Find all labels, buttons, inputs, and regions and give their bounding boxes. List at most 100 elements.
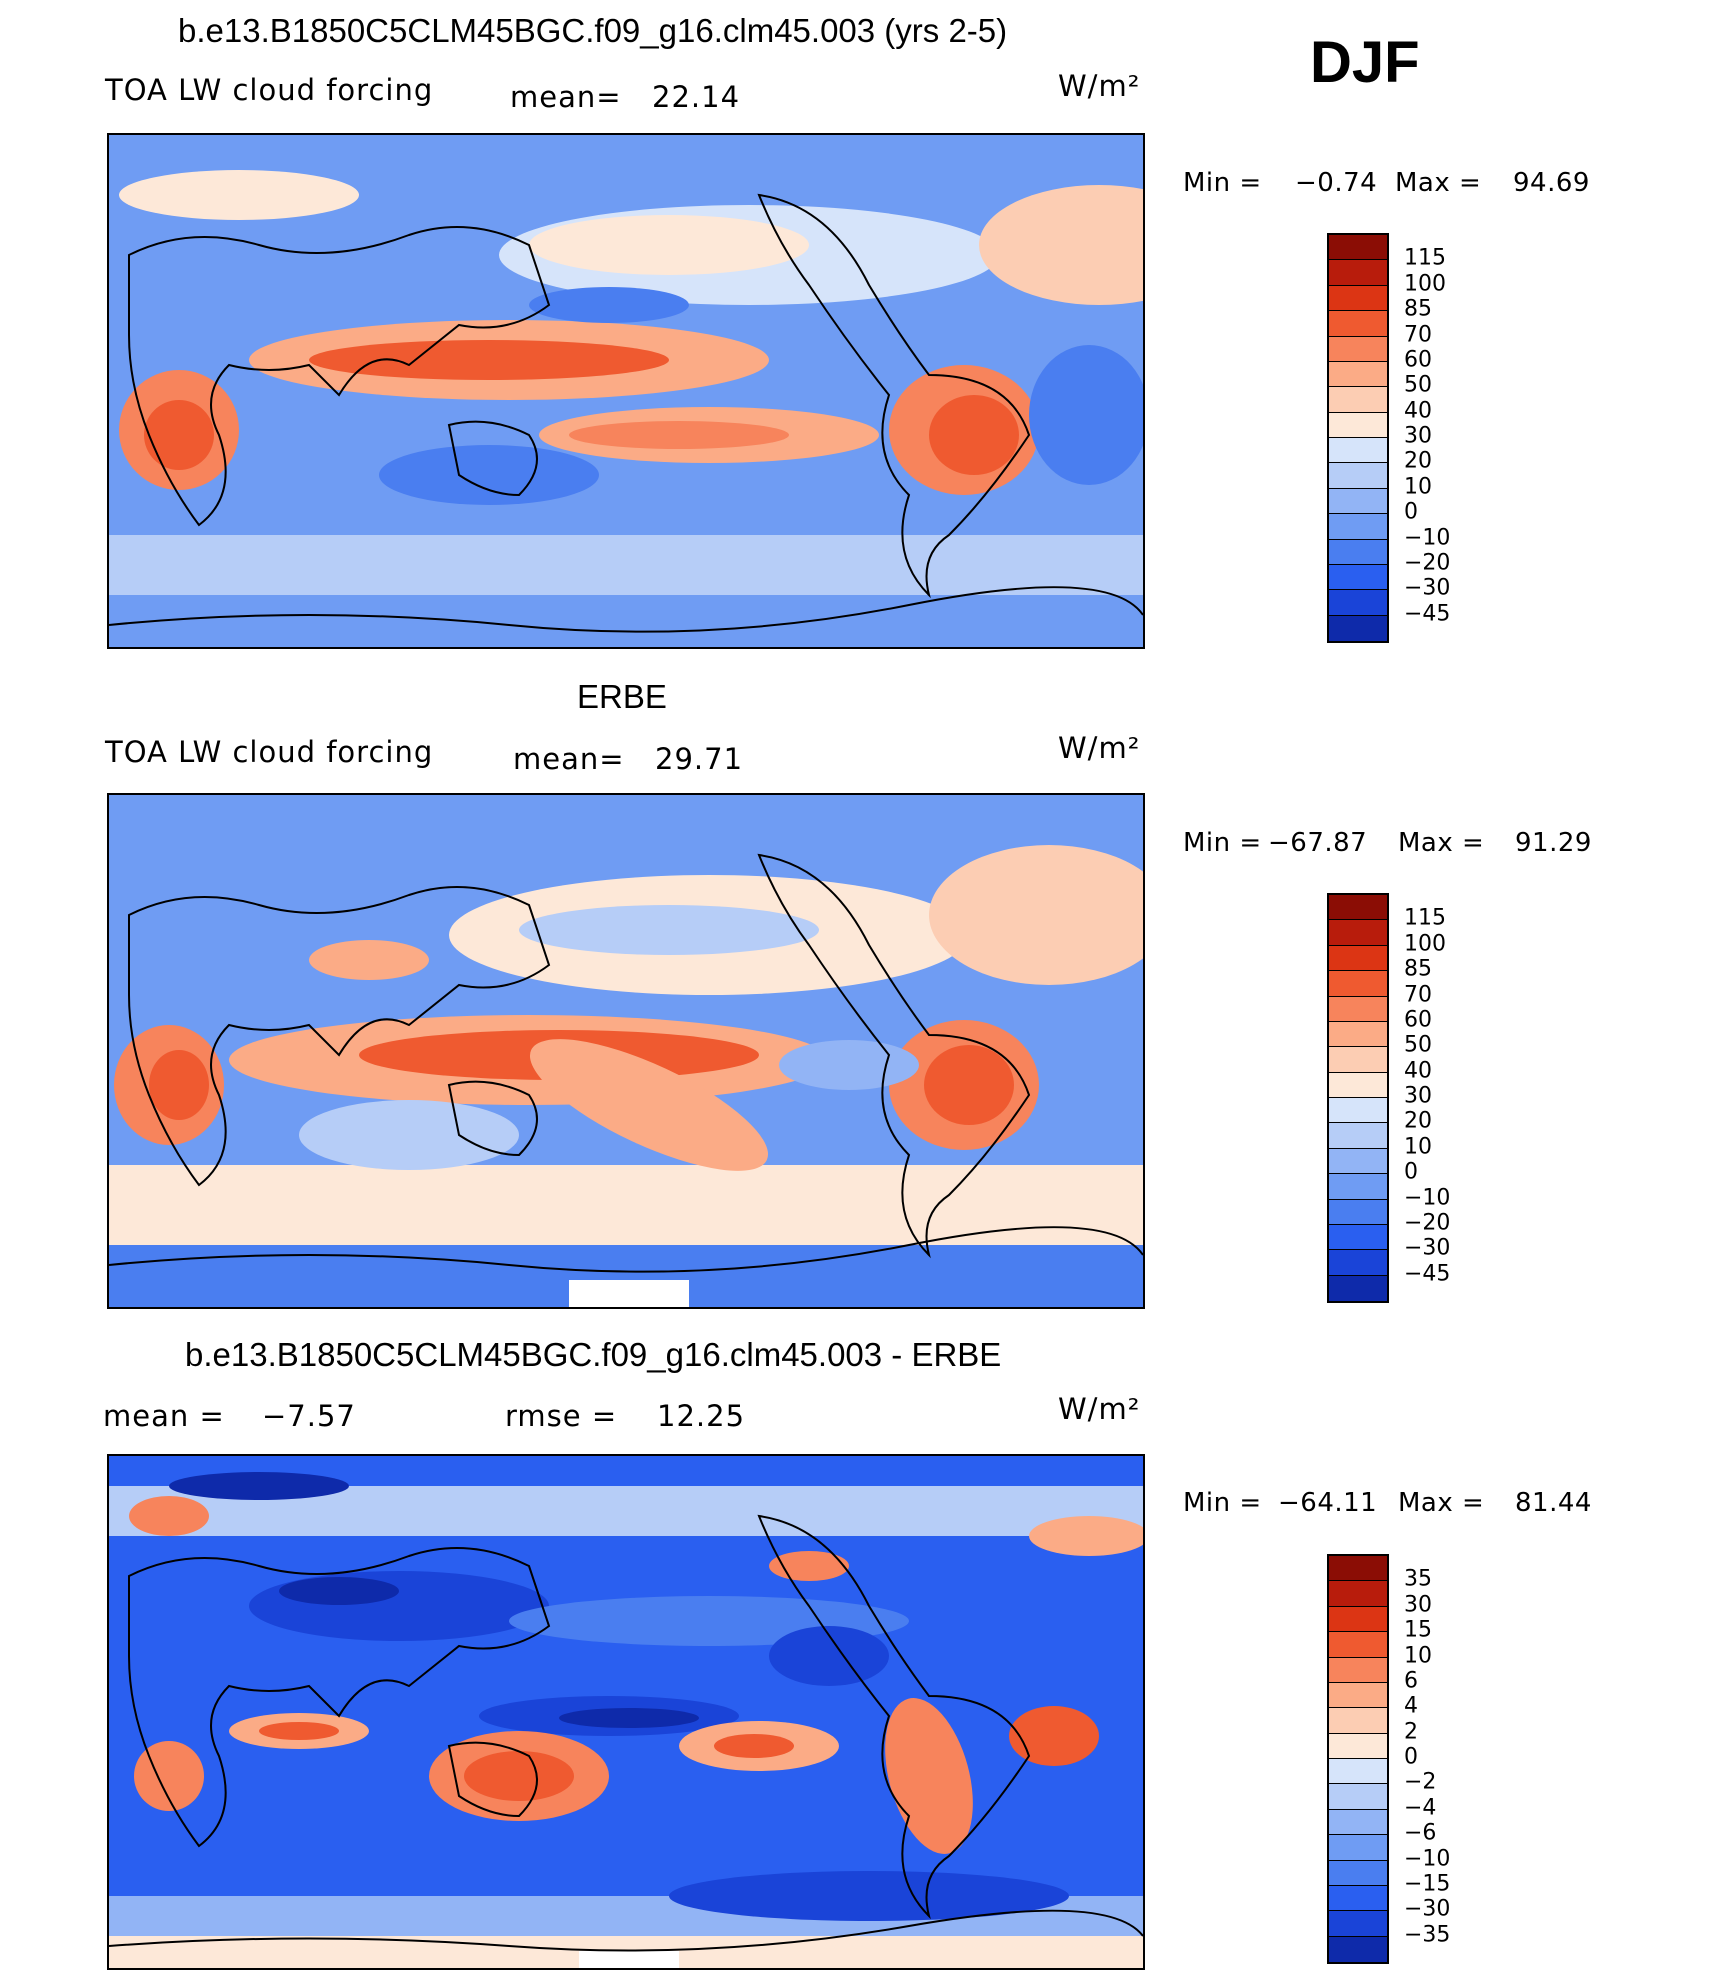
panel-3-rmse-label: rmse = (505, 1399, 618, 1433)
colorbar-segment (1329, 1275, 1387, 1301)
panel-1-field (109, 135, 1143, 647)
panel-2-min-value: −67.87 (1268, 828, 1368, 858)
panel-2-mean-value: 29.71 (655, 742, 744, 776)
panel-2-mean-label: mean= (513, 742, 625, 776)
colorbar-segment (1329, 488, 1387, 515)
colorbar-segment (1329, 564, 1387, 591)
colorbar-label: 30 (1404, 423, 1432, 449)
panel-3-mean-value: −7.57 (262, 1399, 356, 1433)
colorbar-segment (1329, 945, 1387, 972)
colorbar-label: 20 (1404, 448, 1432, 474)
colorbar-segment (1329, 1835, 1387, 1861)
panel-1-map (107, 133, 1145, 649)
colorbar-segment (1329, 1885, 1387, 1912)
colorbar-label: 10 (1404, 1134, 1432, 1160)
panel-3-map (107, 1454, 1145, 1970)
panel-2-max-value: 91.29 (1515, 828, 1592, 858)
panel-2-title: ERBE (577, 678, 667, 715)
colorbar-segment (1329, 971, 1387, 997)
colorbar-segment (1329, 1047, 1387, 1073)
colorbar-segment (1329, 615, 1387, 641)
colorbar-label: −45 (1404, 1261, 1451, 1287)
colorbar-label: −4 (1404, 1795, 1437, 1821)
colorbar-segment (1329, 463, 1387, 489)
colorbar-label: −30 (1404, 1235, 1451, 1261)
panel-3-colorbar (1327, 1554, 1389, 1964)
panel-2-units: W/m² (1058, 731, 1141, 765)
colorbar-label: 30 (1404, 1083, 1432, 1109)
colorbar-segment (1329, 1606, 1387, 1633)
colorbar-segment (1329, 387, 1387, 413)
panel-1-variable: TOA LW cloud forcing (105, 73, 434, 107)
colorbar-label: 100 (1404, 931, 1446, 957)
colorbar-segment (1329, 1860, 1387, 1886)
panel-2-map (107, 793, 1145, 1309)
colorbar-segment (1329, 920, 1387, 946)
colorbar-segment (1329, 1936, 1387, 1962)
colorbar-label: −10 (1404, 1185, 1451, 1210)
panel-3-max-value: 81.44 (1515, 1488, 1592, 1518)
colorbar-segment (1329, 1556, 1387, 1582)
colorbar-segment (1329, 1250, 1387, 1276)
colorbar-segment (1329, 1657, 1387, 1683)
season-label: DJF (1310, 30, 1420, 95)
panel-1-max-value: 94.69 (1513, 168, 1590, 198)
panel-1-min-label: Min = (1183, 168, 1262, 198)
panel-3-rmse-value: 12.25 (657, 1399, 746, 1433)
colorbar-segment (1329, 895, 1387, 921)
colorbar-label: 85 (1404, 296, 1432, 322)
colorbar-label: −30 (1404, 575, 1451, 601)
colorbar-label: −15 (1404, 1871, 1451, 1897)
colorbar-label: 50 (1404, 372, 1432, 398)
colorbar-label: 15 (1404, 1617, 1432, 1643)
colorbar-segment (1329, 412, 1387, 438)
panel-3-field (109, 1456, 1143, 1968)
colorbar-label: −45 (1404, 601, 1451, 627)
panel-1-colorbar (1327, 233, 1389, 643)
colorbar-label: −20 (1404, 1210, 1451, 1236)
panel-1-min-value: −0.74 (1295, 168, 1378, 198)
colorbar-label: 70 (1404, 322, 1432, 347)
colorbar-segment (1329, 1148, 1387, 1175)
colorbar-label: −30 (1404, 1896, 1451, 1922)
colorbar-label: 10 (1404, 474, 1432, 500)
colorbar-label: −10 (1404, 1846, 1451, 1871)
panel-3-max-label: Max = (1398, 1488, 1485, 1518)
colorbar-segment (1329, 1174, 1387, 1200)
colorbar-label: 115 (1404, 905, 1446, 931)
colorbar-segment (1329, 336, 1387, 362)
colorbar-segment (1329, 514, 1387, 540)
colorbar-label: −20 (1404, 550, 1451, 576)
colorbar-label: 2 (1404, 1719, 1418, 1745)
colorbar-segment (1329, 1224, 1387, 1251)
colorbar-label: 35 (1404, 1566, 1432, 1592)
colorbar-label: 4 (1404, 1693, 1418, 1719)
colorbar-segment (1329, 311, 1387, 337)
colorbar-segment (1329, 1632, 1387, 1658)
colorbar-segment (1329, 1809, 1387, 1836)
panel-3-units: W/m² (1058, 1392, 1141, 1426)
colorbar-segment (1329, 1682, 1387, 1709)
colorbar-label: 115 (1404, 245, 1446, 271)
panel-2-max-label: Max = (1398, 828, 1485, 858)
colorbar-segment (1329, 1911, 1387, 1937)
colorbar-segment (1329, 1199, 1387, 1225)
colorbar-label: 70 (1404, 982, 1432, 1007)
colorbar-label: 60 (1404, 347, 1432, 373)
colorbar-label: −35 (1404, 1922, 1451, 1948)
panel-1-units: W/m² (1058, 69, 1141, 103)
colorbar-label: 40 (1404, 1058, 1432, 1084)
panel-1-mean-value: 22.14 (652, 80, 741, 114)
colorbar-label: 0 (1404, 499, 1418, 525)
colorbar-segment (1329, 235, 1387, 261)
panel-2-min-label: Min = (1183, 828, 1262, 858)
panel-1-max-label: Max = (1395, 168, 1482, 198)
colorbar-label: 0 (1404, 1159, 1418, 1185)
colorbar-label: 60 (1404, 1007, 1432, 1033)
colorbar-segment (1329, 1098, 1387, 1124)
colorbar-label: 20 (1404, 1108, 1432, 1134)
colorbar-segment (1329, 260, 1387, 286)
colorbar-label: 30 (1404, 1592, 1432, 1618)
colorbar-segment (1329, 590, 1387, 616)
panel-3-title: b.e13.B1850C5CLM45BGC.f09_g16.clm45.003 … (185, 1336, 1002, 1373)
